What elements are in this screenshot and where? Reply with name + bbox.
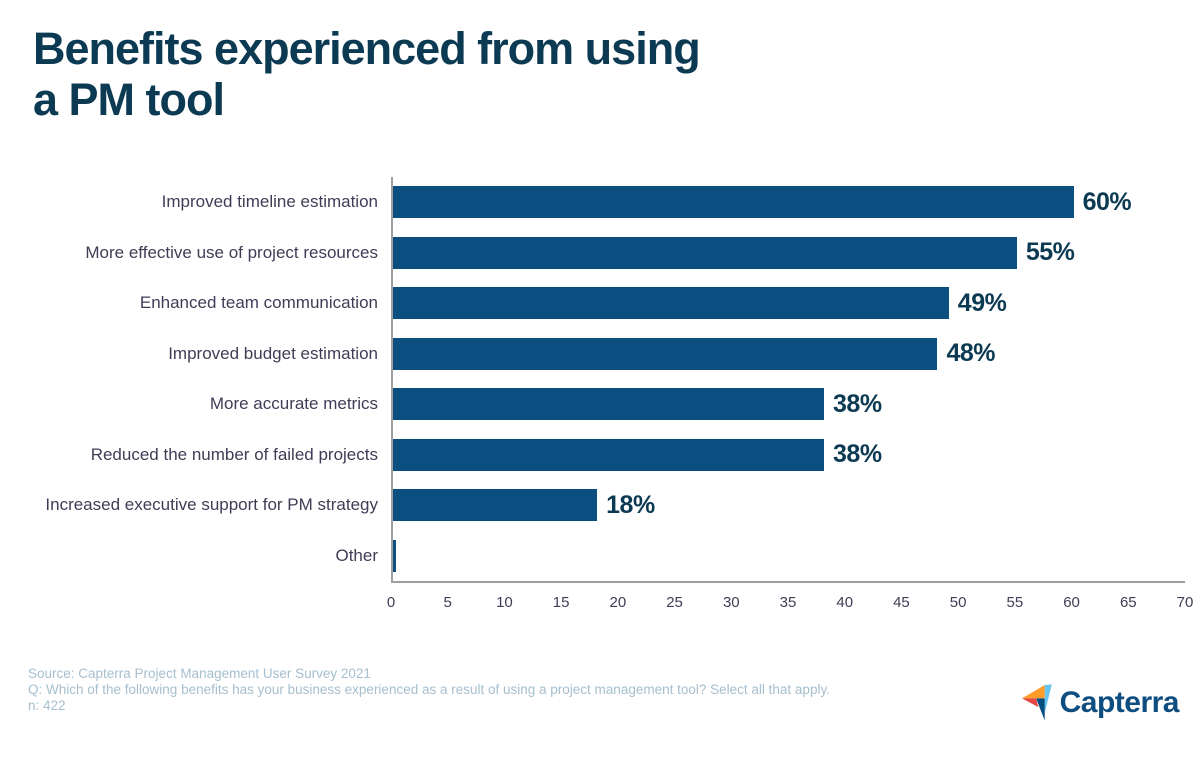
bar: [393, 438, 825, 471]
category-label: Other: [335, 545, 378, 565]
x-axis-tick-label: 65: [1119, 594, 1137, 611]
x-axis-tick-label: 35: [779, 594, 797, 611]
bar-track: 38%: [391, 379, 1185, 430]
bar-track: 18%: [391, 480, 1185, 531]
footnotes: Source: Capterra Project Management User…: [28, 666, 848, 714]
sample-size-note: n: 422: [28, 698, 66, 713]
survey-question-note: Q: Which of the following benefits has y…: [28, 682, 830, 697]
bar-value-label: 49%: [957, 288, 1007, 317]
page-title-line-2: a PM tool: [33, 73, 225, 125]
x-axis-tick-label: 20: [609, 594, 627, 611]
x-axis-tick-label: 60: [1063, 594, 1080, 611]
page-title-line-1: Benefits experienced from using: [33, 23, 701, 74]
x-axis-tick-label: 5: [443, 594, 452, 611]
bar: [393, 388, 825, 421]
bar-value-label: 60%: [1082, 187, 1132, 216]
bar: [393, 337, 938, 370]
source-note: Source: Capterra Project Management User…: [28, 666, 371, 681]
bar-track: 55%: [391, 227, 1185, 278]
capterra-logo: Capterra: [1021, 684, 1180, 721]
bar-track: 60%: [391, 177, 1185, 228]
x-axis-tick-label: 50: [949, 594, 967, 611]
bar: [393, 539, 397, 572]
x-axis-tick-label: 30: [722, 594, 740, 611]
category-label: Improved timeline estimation: [161, 192, 378, 212]
category-label: Reduced the number of failed projects: [90, 444, 378, 464]
bar: [393, 489, 598, 522]
capterra-logo-icon: [1021, 684, 1052, 721]
bar: [393, 186, 1074, 219]
x-axis-tick-label: 40: [836, 594, 854, 611]
bar-value-label: 38%: [833, 389, 882, 418]
bar-value-label: 18%: [606, 490, 655, 519]
x-axis-line: [391, 581, 1185, 583]
bar-value-label: 48%: [946, 339, 995, 368]
bar-track: 48%: [391, 328, 1185, 379]
bar-track: 49%: [391, 278, 1185, 329]
x-axis-tick-label: 45: [893, 594, 910, 611]
category-label: More accurate metrics: [209, 394, 378, 414]
bar-value-label: 38%: [833, 440, 882, 469]
x-axis-ticks: 0 5 10 15 20 25 30 35 40 45 50 55 60 65 70: [387, 583, 1194, 615]
category-label: Enhanced team communication: [139, 293, 378, 313]
x-axis-tick-label: 70: [1176, 594, 1194, 611]
bar-chart: Improved timeline estimation 60% More effe…: [0, 177, 1194, 615]
capterra-wordmark: Capterra: [1059, 685, 1180, 719]
category-label: Increased executive support for PM strat…: [45, 495, 378, 515]
category-label: More effective use of project resources: [85, 242, 378, 262]
category-label: Improved budget estimation: [168, 343, 378, 363]
page-title: Benefits experienced from using a PM too…: [33, 23, 701, 126]
x-axis-tick-label: 10: [496, 594, 513, 611]
x-axis-tick-label: 15: [552, 594, 570, 611]
x-axis-tick-label: 0: [386, 594, 396, 611]
x-axis-tick-label: 55: [1006, 594, 1024, 611]
bar: [393, 287, 949, 320]
bar-track: 38%: [391, 429, 1185, 480]
bar-track: [391, 530, 1185, 581]
x-axis-tick-label: 25: [666, 594, 683, 611]
bar: [393, 236, 1017, 269]
bar-value-label: 55%: [1025, 238, 1075, 267]
